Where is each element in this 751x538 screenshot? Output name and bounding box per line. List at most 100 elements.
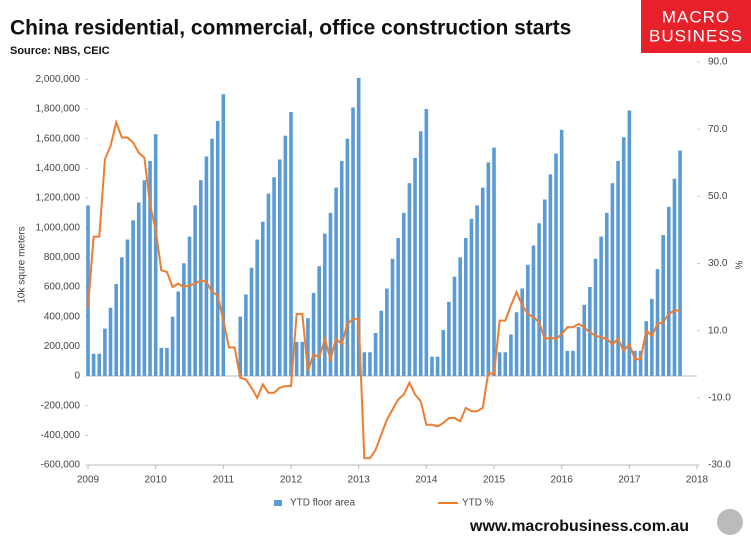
bar (339, 160, 344, 377)
bar (413, 157, 417, 377)
bar (401, 212, 406, 377)
bar (300, 341, 305, 377)
bar (356, 77, 361, 377)
y2-tick-label: -30.0 (708, 460, 731, 471)
bar (97, 353, 102, 377)
y2-tick-label: 50.0 (708, 191, 728, 202)
bar (526, 264, 530, 377)
bar (261, 221, 265, 377)
y2-tick-label: 90.0 (708, 57, 728, 68)
y-tick-label: 1,000,000 (36, 222, 81, 233)
bar (86, 205, 90, 377)
bar (655, 269, 660, 377)
bar (480, 187, 485, 377)
bar (289, 111, 293, 377)
bar (198, 180, 203, 377)
bar (328, 212, 333, 377)
bar (469, 218, 474, 377)
bar (633, 350, 637, 377)
legend-swatch (274, 500, 282, 506)
bar (283, 135, 288, 377)
bar (548, 174, 553, 377)
y-tick-label: 2,000,000 (36, 74, 81, 85)
bar (430, 356, 434, 377)
bar (91, 353, 96, 377)
bar (182, 263, 186, 377)
wolf-icon (717, 509, 743, 535)
bar (136, 202, 141, 377)
y-tick-label: 1,200,000 (36, 193, 81, 204)
line (87, 119, 681, 460)
bar (131, 220, 135, 377)
y-tick-label: 400,000 (44, 311, 81, 322)
x-tick-label: 2011 (213, 475, 235, 486)
logo-box (641, 0, 751, 53)
x-tick-label: 2018 (686, 475, 709, 486)
bar (238, 316, 243, 377)
bar (418, 131, 423, 377)
bar (108, 307, 113, 377)
bar (323, 233, 327, 377)
bar (311, 292, 316, 377)
bar (514, 312, 519, 377)
bar (120, 257, 124, 377)
bar (520, 288, 524, 377)
bar (593, 258, 598, 377)
x-tick-label: 2009 (77, 475, 100, 486)
y-tick-label: 200,000 (44, 341, 81, 352)
bar (667, 206, 671, 377)
bar (165, 347, 169, 377)
bar (604, 212, 609, 377)
bar (458, 257, 462, 377)
bar (441, 330, 446, 377)
bar (452, 276, 457, 377)
y2-tick-label: 70.0 (708, 124, 728, 135)
x-tick-label: 2015 (483, 475, 506, 486)
bar (650, 298, 654, 377)
bar (492, 147, 496, 377)
y2-tick-label: -10.0 (708, 392, 731, 403)
bar (610, 183, 615, 377)
bar (672, 178, 677, 377)
bar (621, 137, 626, 377)
chart-title: China residential, commercial, office co… (10, 17, 571, 40)
y-tick-label: 1,600,000 (36, 133, 81, 144)
bar (497, 352, 502, 377)
bar (379, 310, 384, 377)
bar (125, 239, 130, 377)
x-tick-label: 2013 (348, 475, 371, 486)
bar (424, 109, 429, 377)
x-tick-label: 2016 (551, 475, 574, 486)
y2-axis-label: % (735, 260, 746, 269)
bar (159, 347, 164, 377)
bar (565, 350, 570, 377)
logo-text: BUSINESS (649, 26, 743, 45)
bar (334, 187, 338, 377)
bar (503, 352, 508, 377)
chart-subtitle: Source: NBS, CEIC (10, 45, 110, 57)
bar (554, 153, 558, 377)
y2-tick-label: 10.0 (708, 325, 728, 336)
bar (244, 294, 248, 377)
bar (317, 266, 321, 377)
bar (486, 162, 491, 377)
bar (249, 267, 254, 377)
bar (616, 160, 620, 377)
y-axis-label: 10k squre meters (17, 226, 28, 303)
legend-label: YTD % (462, 498, 494, 509)
bar (204, 156, 209, 377)
bar (187, 236, 192, 377)
bar (599, 236, 603, 377)
x-tick-label: 2017 (618, 475, 641, 486)
logo-text: MACRO (662, 7, 730, 26)
y-tick-label: 1,800,000 (36, 104, 81, 115)
bar (170, 316, 175, 377)
bar (396, 238, 400, 377)
x-tick-label: 2014 (415, 475, 438, 486)
y-tick-label: 1,400,000 (36, 163, 81, 174)
y-tick-label: -400,000 (41, 430, 81, 441)
bar (103, 328, 107, 377)
bar (153, 134, 158, 377)
bar (176, 291, 181, 377)
